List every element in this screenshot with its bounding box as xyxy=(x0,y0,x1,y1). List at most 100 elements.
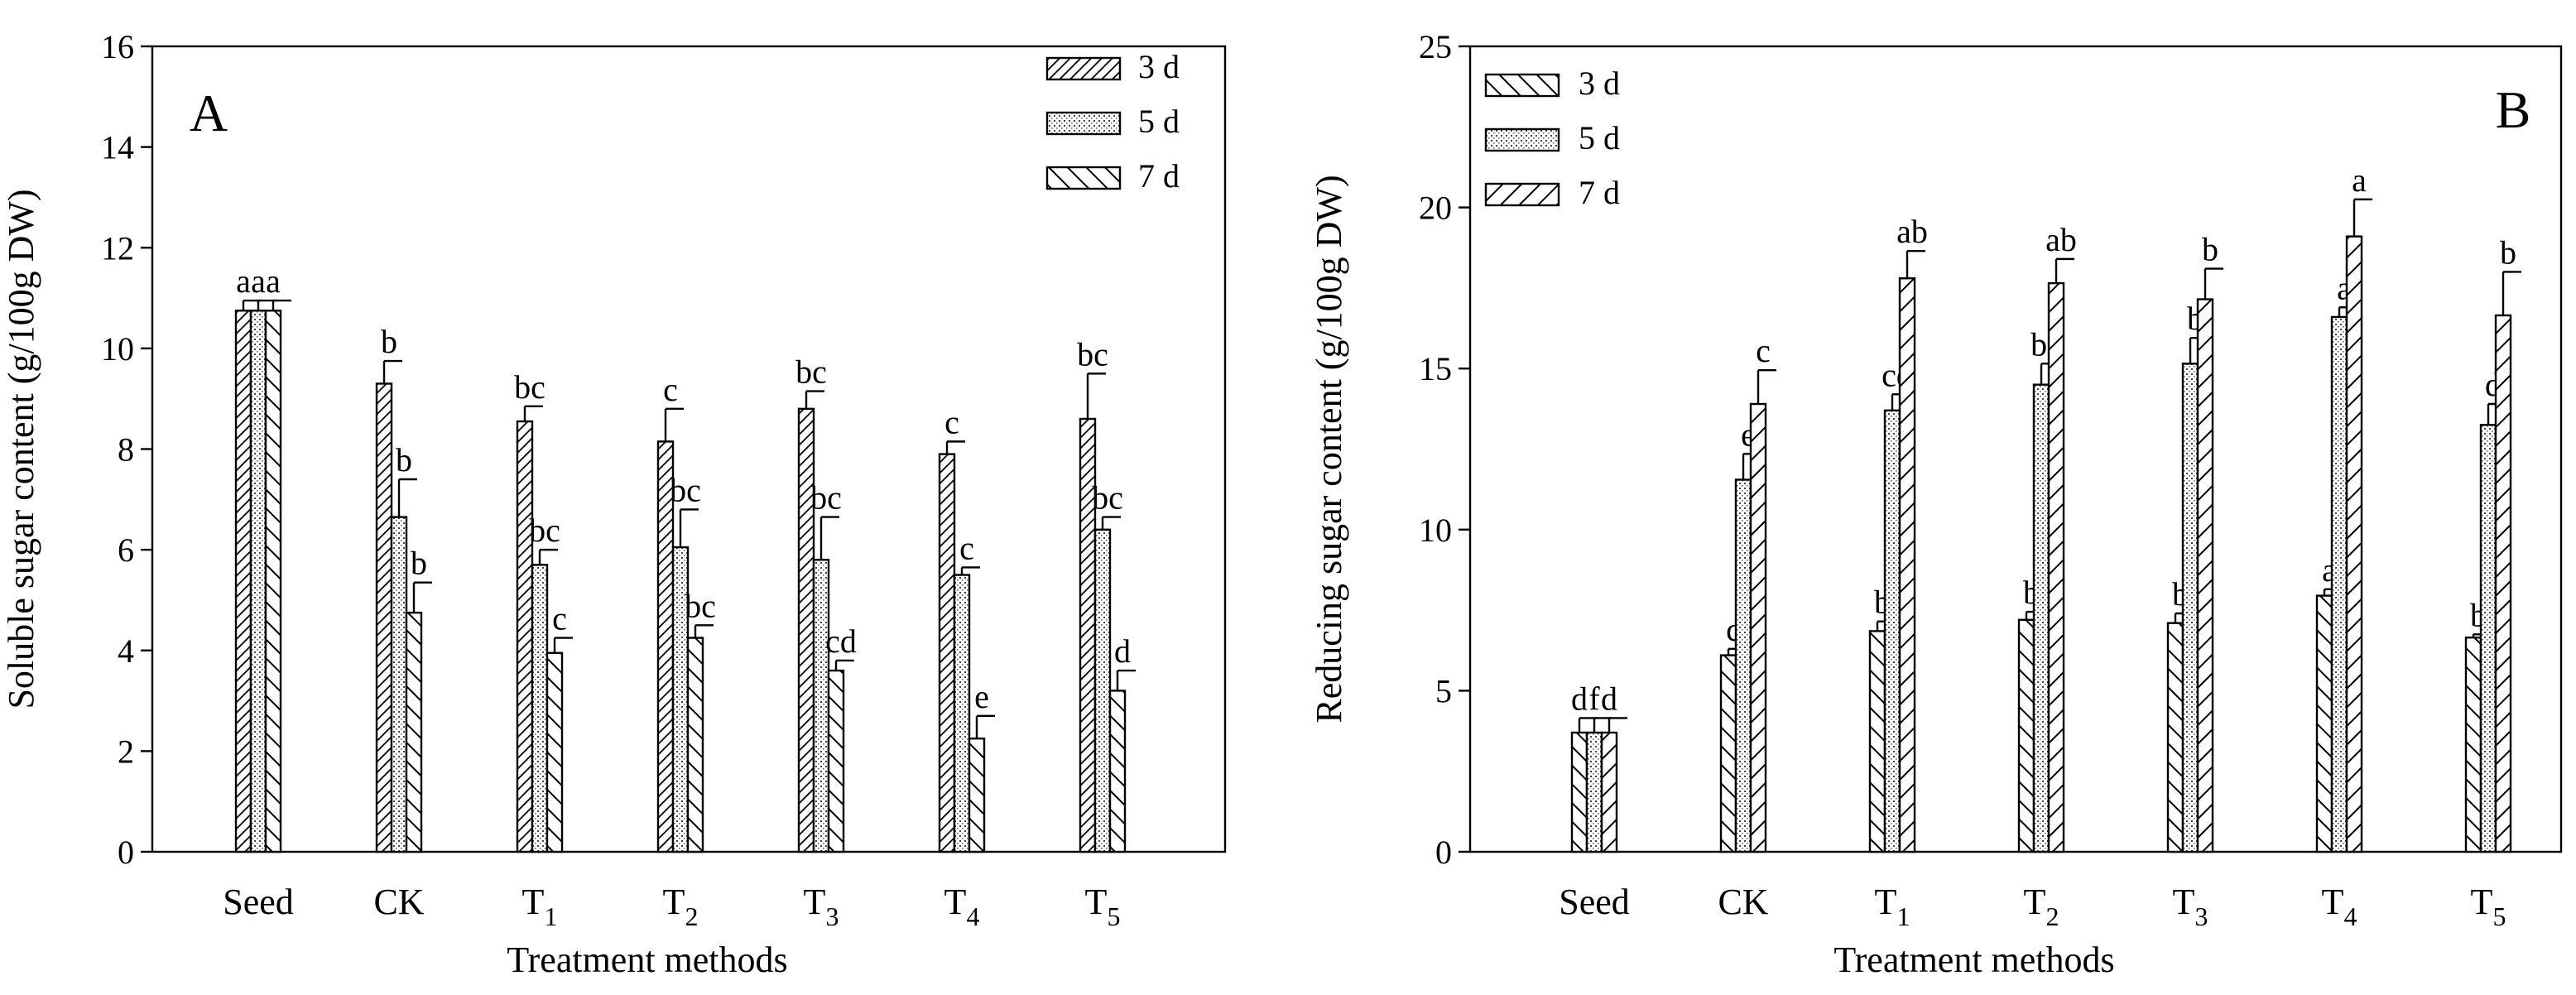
bar xyxy=(2181,363,2199,853)
bar xyxy=(812,559,830,853)
x-tick-label-subscript: 1 xyxy=(1896,901,1910,931)
significance-label: bc xyxy=(529,512,560,549)
x-tick-label-base: T xyxy=(804,882,826,922)
bar xyxy=(516,420,534,853)
significance-label: d xyxy=(1114,632,1131,670)
bar xyxy=(1749,402,1767,853)
bar xyxy=(1093,528,1112,853)
x-tick-label-base: Seed xyxy=(1559,882,1630,922)
significance-label: d xyxy=(1601,680,1617,717)
x-tick-label-subscript: 5 xyxy=(2492,901,2506,931)
significance-label: ab xyxy=(2045,221,2077,258)
y-tick-label: 12 xyxy=(101,229,134,267)
significance-label: c xyxy=(1756,332,1771,369)
x-tick-label: T2 xyxy=(2024,882,2059,931)
bar xyxy=(797,407,815,853)
bar xyxy=(249,310,267,853)
panel-letter: B xyxy=(2496,80,2531,139)
bar xyxy=(2479,424,2497,853)
significance-label: ab xyxy=(1896,213,1928,250)
x-axis-title: Treatment methods xyxy=(1833,940,2114,980)
x-tick-label-base: T xyxy=(2173,882,2195,922)
x-tick-label-base: T xyxy=(2024,882,2046,922)
bar xyxy=(375,382,393,853)
panel-letter: A xyxy=(190,84,228,142)
x-tick-label: T5 xyxy=(2471,882,2506,931)
y-tick-label: 10 xyxy=(101,330,134,368)
significance-label: bc xyxy=(795,353,827,391)
x-tick-label-subscript: 4 xyxy=(2343,901,2357,931)
significance-label: a xyxy=(2352,161,2367,199)
bar xyxy=(2047,281,2065,853)
bar xyxy=(2464,636,2482,853)
significance-label: b xyxy=(396,441,412,478)
bar xyxy=(1883,409,1901,853)
x-tick-label-base: CK xyxy=(1718,882,1768,922)
significance-label: bc xyxy=(1077,335,1108,373)
x-tick-label: T3 xyxy=(2173,882,2208,931)
bar xyxy=(1585,731,1603,853)
x-tick-label-base: T xyxy=(1085,882,1108,922)
y-axis-title: Reducing sugar content (g/100g DW) xyxy=(1309,175,1349,723)
bar xyxy=(1734,478,1752,853)
y-tick-label: 0 xyxy=(1435,834,1452,871)
bar xyxy=(1570,731,1588,853)
y-axis-title: Soluble sugar content (g/100g DW) xyxy=(1,189,41,709)
bar xyxy=(2032,383,2050,853)
y-tick-label: 14 xyxy=(101,129,134,166)
x-tick-label-base: CK xyxy=(373,882,424,922)
x-tick-label-base: T xyxy=(663,882,685,922)
legend-label: 7 d xyxy=(1138,157,1180,195)
bar xyxy=(827,669,845,853)
legend-swatch xyxy=(1484,73,1560,98)
significance-label: a xyxy=(236,262,251,300)
x-tick-label-subscript: 2 xyxy=(685,901,698,931)
y-tick-label: 15 xyxy=(1419,350,1452,387)
significance-label: b xyxy=(2500,233,2516,271)
significance-label: c xyxy=(663,371,678,408)
y-tick-label: 8 xyxy=(118,431,134,469)
x-tick-label: CK xyxy=(1718,882,1768,922)
x-tick-label-subscript: 5 xyxy=(1107,901,1120,931)
legend-label: 3 d xyxy=(1579,65,1620,102)
bar xyxy=(545,651,564,853)
legend-swatch xyxy=(1484,182,1560,207)
y-tick-label: 0 xyxy=(118,834,134,871)
x-tick-label: T4 xyxy=(944,882,980,931)
y-tick-label: 25 xyxy=(1419,28,1452,65)
x-tick-label-base: T xyxy=(944,882,967,922)
significance-label: cd xyxy=(825,622,857,660)
x-tick-label-base: T xyxy=(522,882,545,922)
legend-label: 3 d xyxy=(1138,48,1180,85)
significance-label: bc xyxy=(1092,479,1123,517)
y-tick-label: 2 xyxy=(118,733,134,770)
x-tick-label-subscript: 1 xyxy=(544,901,557,931)
bar xyxy=(953,574,971,853)
x-tick-label-base: Seed xyxy=(223,882,294,922)
x-tick-label-subscript: 3 xyxy=(825,901,839,931)
legend-swatch xyxy=(1045,166,1122,190)
significance-label: e xyxy=(974,678,989,715)
x-tick-label: T1 xyxy=(522,882,558,931)
y-tick-label: 4 xyxy=(118,632,134,670)
panel-b: 0 5 10 15 20 25 Reducing sugar content (g/100g… xyxy=(1309,28,2563,980)
bar xyxy=(1868,630,1886,853)
legend-label: 7 d xyxy=(1579,174,1620,211)
significance-label: f xyxy=(1588,680,1600,717)
bar xyxy=(264,310,282,853)
y-tick-label: 20 xyxy=(1419,190,1452,227)
x-tick-label: T4 xyxy=(2322,882,2357,931)
bar xyxy=(686,637,704,853)
bar xyxy=(2017,618,2035,853)
x-tick-label: CK xyxy=(373,882,424,922)
y-tick-label: 16 xyxy=(101,28,134,65)
y-tick-label: 10 xyxy=(1419,512,1452,549)
bar xyxy=(1898,277,1916,853)
legend-label: 5 d xyxy=(1579,119,1620,156)
legend-label: 5 d xyxy=(1138,103,1180,140)
x-tick-label-base: T xyxy=(2322,882,2344,922)
bar xyxy=(1719,654,1737,853)
bar xyxy=(2494,314,2512,853)
